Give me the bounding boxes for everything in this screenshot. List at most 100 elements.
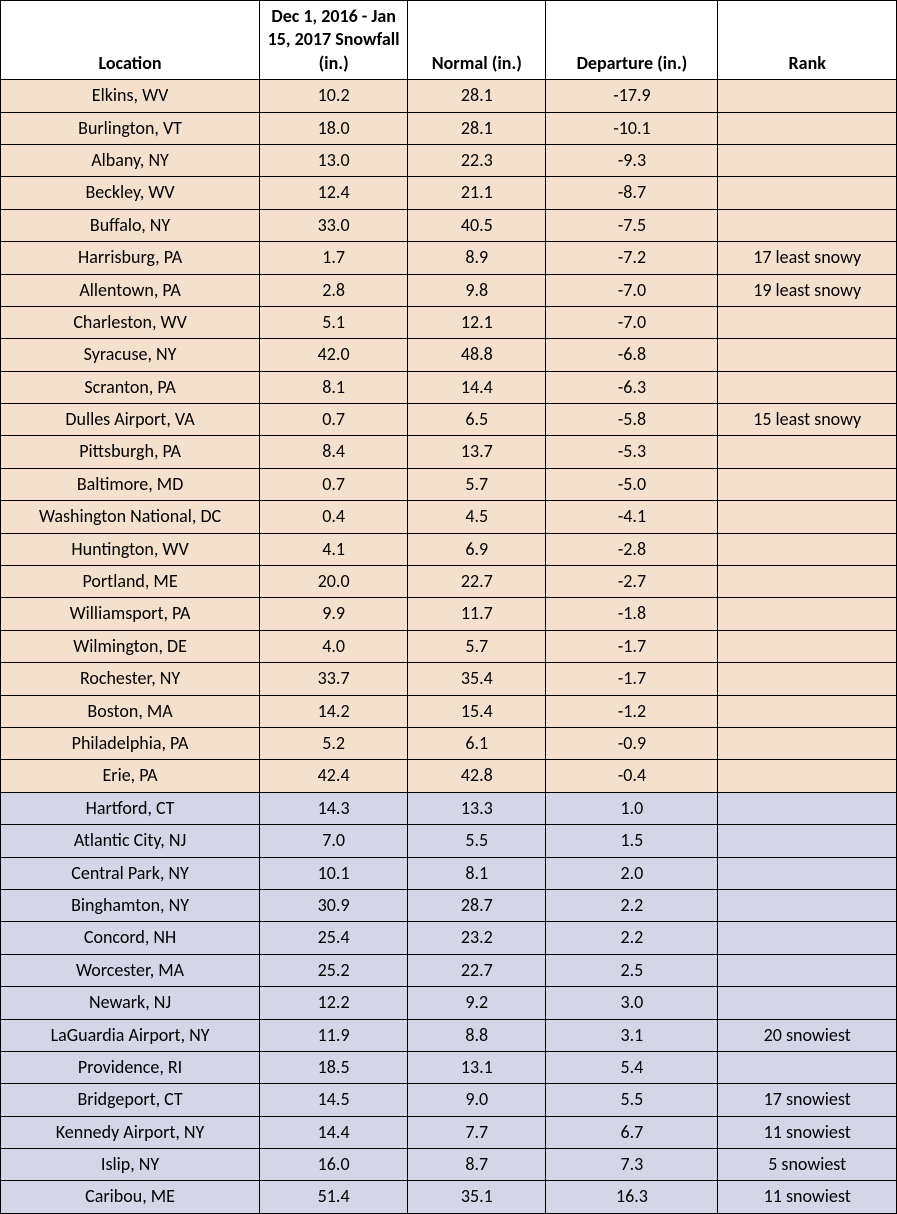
cell-normal: 23.2 [408,922,546,954]
cell-departure: -9.3 [546,144,718,176]
header-snowfall-label: Dec 1, 2016 - Jan 15, 2017 Snowfall (in.… [268,5,400,74]
cell-rank: 19 least snowy [718,274,897,306]
cell-location: Atlantic City, NJ [1,825,260,857]
cell-rank [718,954,897,986]
cell-snowfall: 13.0 [260,144,408,176]
cell-location: Dulles Airport, VA [1,404,260,436]
cell-location: Hartford, CT [1,792,260,824]
cell-rank [718,598,897,630]
cell-departure: -4.1 [546,501,718,533]
cell-departure: 6.7 [546,1116,718,1148]
cell-normal: 6.5 [408,404,546,436]
cell-rank [718,533,897,565]
cell-normal: 4.5 [408,501,546,533]
cell-snowfall: 14.3 [260,792,408,824]
table-row: Charleston, WV5.112.1-7.0 [1,306,897,338]
cell-normal: 40.5 [408,209,546,241]
cell-snowfall: 10.1 [260,857,408,889]
cell-rank [718,468,897,500]
cell-rank [718,209,897,241]
table-row: Concord, NH25.423.22.2 [1,922,897,954]
cell-normal: 28.7 [408,889,546,921]
cell-rank [718,177,897,209]
cell-location: Huntington, WV [1,533,260,565]
cell-location: Central Park, NY [1,857,260,889]
cell-location: Providence, RI [1,1051,260,1083]
table-row: Atlantic City, NJ7.05.51.5 [1,825,897,857]
cell-snowfall: 4.1 [260,533,408,565]
cell-snowfall: 30.9 [260,889,408,921]
table-body: Elkins, WV10.228.1-17.9Burlington, VT18.… [1,80,897,1214]
cell-normal: 22.7 [408,566,546,598]
cell-snowfall: 20.0 [260,566,408,598]
cell-snowfall: 14.5 [260,1084,408,1116]
cell-location: Newark, NJ [1,987,260,1019]
cell-normal: 42.8 [408,760,546,792]
cell-snowfall: 42.4 [260,760,408,792]
table-row: Caribou, ME51.435.116.311 snowiest [1,1181,897,1213]
cell-normal: 6.9 [408,533,546,565]
cell-normal: 5.7 [408,468,546,500]
cell-departure: -5.8 [546,404,718,436]
header-departure-label: Departure (in.) [577,52,688,74]
cell-departure: 2.5 [546,954,718,986]
cell-normal: 22.7 [408,954,546,986]
cell-location: Beckley, WV [1,177,260,209]
table-row: Bridgeport, CT14.59.05.517 snowiest [1,1084,897,1116]
cell-rank [718,727,897,759]
cell-normal: 48.8 [408,339,546,371]
table-row: Erie, PA42.442.8-0.4 [1,760,897,792]
table-row: Hartford, CT14.313.31.0 [1,792,897,824]
cell-departure: -2.7 [546,566,718,598]
cell-snowfall: 8.4 [260,436,408,468]
table-row: Portland, ME20.022.7-2.7 [1,566,897,598]
cell-departure: 2.0 [546,857,718,889]
cell-snowfall: 9.9 [260,598,408,630]
cell-departure: 16.3 [546,1181,718,1213]
header-rank: Rank [718,1,897,80]
cell-departure: -0.4 [546,760,718,792]
cell-departure: -0.9 [546,727,718,759]
cell-normal: 9.2 [408,987,546,1019]
table-row: Williamsport, PA9.911.7-1.8 [1,598,897,630]
cell-rank: 17 snowiest [718,1084,897,1116]
cell-location: Bridgeport, CT [1,1084,260,1116]
cell-normal: 8.8 [408,1019,546,1051]
cell-normal: 8.1 [408,857,546,889]
cell-rank [718,80,897,112]
cell-snowfall: 12.4 [260,177,408,209]
table-row: Elkins, WV10.228.1-17.9 [1,80,897,112]
cell-departure: -10.1 [546,112,718,144]
table-row: Harrisburg, PA1.78.9-7.217 least snowy [1,242,897,274]
cell-normal: 13.7 [408,436,546,468]
table-row: Washington National, DC0.44.5-4.1 [1,501,897,533]
cell-snowfall: 18.0 [260,112,408,144]
cell-snowfall: 33.0 [260,209,408,241]
cell-departure: -5.0 [546,468,718,500]
cell-rank [718,663,897,695]
cell-rank [718,760,897,792]
cell-departure: 1.5 [546,825,718,857]
cell-location: Allentown, PA [1,274,260,306]
cell-snowfall: 25.4 [260,922,408,954]
cell-location: Baltimore, MD [1,468,260,500]
table-row: Baltimore, MD0.75.7-5.0 [1,468,897,500]
header-normal-label: Normal (in.) [432,52,522,74]
cell-snowfall: 25.2 [260,954,408,986]
cell-location: Scranton, PA [1,371,260,403]
table-row: Dulles Airport, VA0.76.5-5.815 least sno… [1,404,897,436]
cell-rank [718,566,897,598]
cell-rank [718,825,897,857]
table-row: Allentown, PA2.89.8-7.019 least snowy [1,274,897,306]
cell-rank: 17 least snowy [718,242,897,274]
table-header: Location Dec 1, 2016 - Jan 15, 2017 Snow… [1,1,897,80]
table-row: Syracuse, NY42.048.8-6.8 [1,339,897,371]
cell-departure: 1.0 [546,792,718,824]
cell-location: Wilmington, DE [1,630,260,662]
cell-rank [718,501,897,533]
table-row: Albany, NY13.022.3-9.3 [1,144,897,176]
cell-location: Philadelphia, PA [1,727,260,759]
cell-location: Albany, NY [1,144,260,176]
cell-departure: 5.4 [546,1051,718,1083]
table-row: Worcester, MA25.222.72.5 [1,954,897,986]
